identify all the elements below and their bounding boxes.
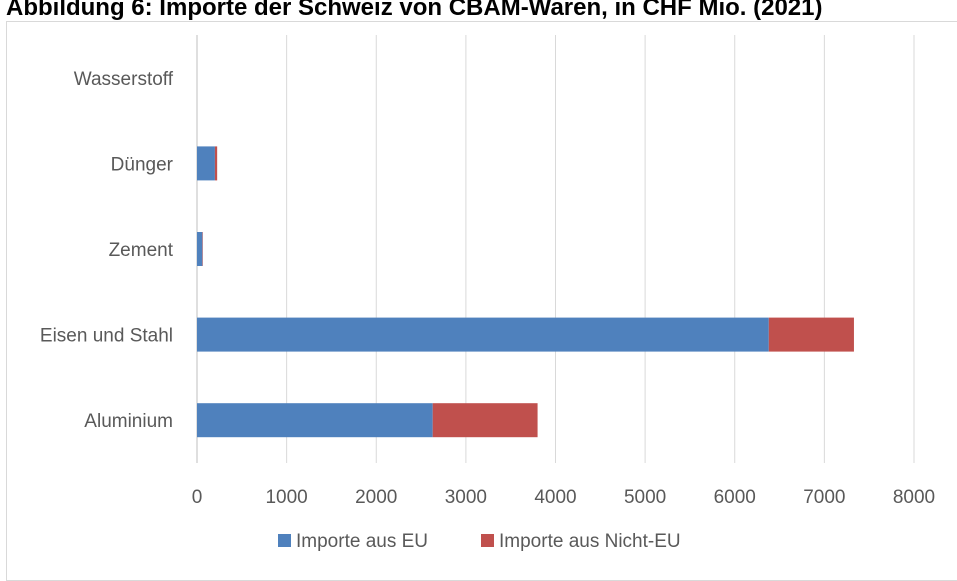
bar-eisen-und-stahl-series-0	[197, 318, 769, 352]
bar-zement-series-0	[197, 232, 202, 266]
x-tick-labels: 0 1000 2000 3000 4000 5000 6000 7000 8000	[192, 487, 935, 508]
bar-dünger-series-0	[197, 146, 215, 180]
category-label: Dünger	[111, 154, 174, 175]
legend-label: Importe aus Nicht-EU	[499, 531, 681, 552]
x-tick-label: 7000	[803, 487, 845, 508]
x-tick-label: 4000	[534, 487, 576, 508]
x-tick-label: 1000	[265, 487, 307, 508]
bar-aluminium-series-0	[197, 403, 433, 437]
x-tick-label: 5000	[624, 487, 666, 508]
x-tick-label: 8000	[893, 487, 935, 508]
bars	[197, 146, 854, 437]
x-tick-label: 6000	[714, 487, 756, 508]
x-tick-label: 3000	[445, 487, 487, 508]
bar-eisen-und-stahl-series-1	[769, 318, 854, 352]
category-label: Wasserstoff	[74, 69, 174, 90]
category-label: Aluminium	[84, 411, 173, 432]
x-tick-label: 2000	[355, 487, 397, 508]
bar-aluminium-series-1	[433, 403, 538, 437]
bar-dünger-series-1	[215, 146, 217, 180]
category-label: Zement	[109, 240, 174, 261]
legend-label: Importe aus EU	[296, 531, 428, 552]
legend-swatch	[481, 534, 494, 547]
gridlines	[197, 35, 914, 463]
x-tick-label: 0	[192, 487, 203, 508]
legend-swatch	[278, 534, 291, 547]
category-label: Eisen und Stahl	[40, 326, 173, 347]
legend: Importe aus EU Importe aus Nicht-EU	[278, 531, 681, 552]
category-labels: Aluminium Eisen und Stahl Zement Dünger Wass…	[40, 69, 174, 432]
